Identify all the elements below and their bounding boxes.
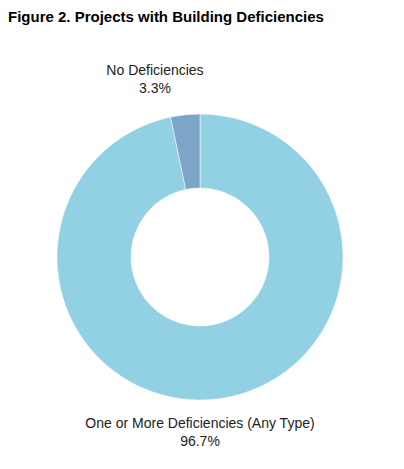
slice — [57, 114, 343, 400]
data-label: 3.3% — [139, 80, 171, 96]
slice — [171, 114, 200, 189]
chart: Figure 2. Projects with Building Deficie… — [0, 0, 404, 469]
donut — [57, 114, 343, 400]
category-label: One or More Deficiencies (Any Type) — [85, 415, 314, 431]
title: Figure 2. Projects with Building Deficie… — [8, 8, 324, 25]
category-label: No Deficiencies — [106, 62, 203, 78]
data-label: 96.7% — [180, 433, 220, 449]
labels: One or More Deficiencies (Any Type) 96.7%… — [85, 62, 314, 449]
